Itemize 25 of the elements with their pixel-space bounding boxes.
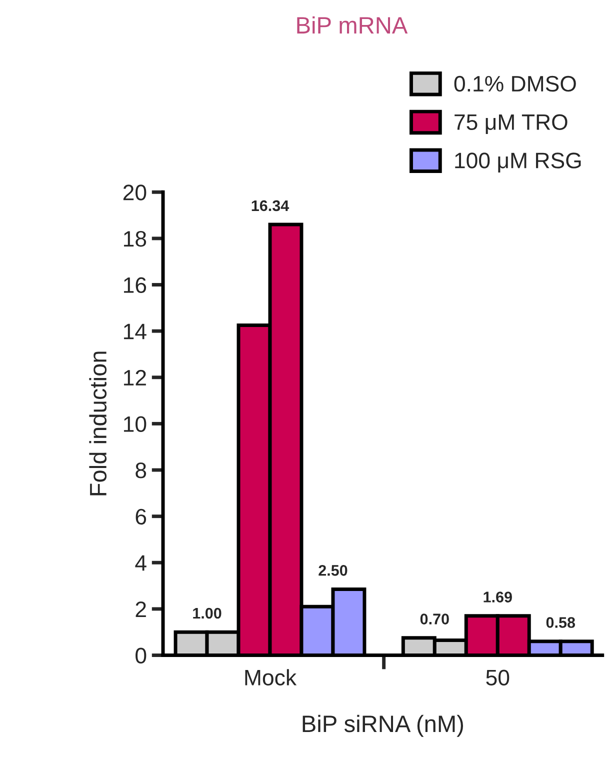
annotation: 16.34 (252, 200, 290, 212)
legend-label: 0.1% DMSO (454, 76, 576, 92)
y-tick-label: 4 (135, 555, 146, 571)
y-tick-label: 16 (124, 277, 146, 294)
chart-title: BiP mRNA (297, 16, 408, 34)
legend-label: 75 μM TRO (454, 114, 568, 134)
y-tick-label: 14 (124, 324, 146, 340)
y-tick-label: 2 (136, 601, 146, 617)
y-tick-label: 6 (136, 508, 146, 525)
y-axis-title: Fold induction (89, 352, 107, 496)
y-tick-label: 12 (124, 370, 146, 386)
y-tick-label: 10 (124, 416, 146, 432)
x-tick-label: Mock (245, 669, 297, 686)
y-tick-label: 0 (136, 648, 146, 664)
annotation: 1.69 (484, 592, 512, 602)
annotation: 0.70 (420, 614, 449, 624)
x-axis-title: BiP siRNA (nM) (302, 714, 464, 737)
y-tick-label: 8 (136, 462, 146, 478)
annotation: 1.00 (193, 608, 222, 619)
annotation: 2.50 (318, 565, 348, 576)
y-tick-label: 18 (124, 230, 146, 247)
y-tick-label: 20 (123, 184, 146, 200)
annotation: 0.58 (546, 617, 576, 628)
x-tick-label: 50 (486, 670, 510, 686)
legend-label: 100 μM RSG (455, 152, 581, 172)
